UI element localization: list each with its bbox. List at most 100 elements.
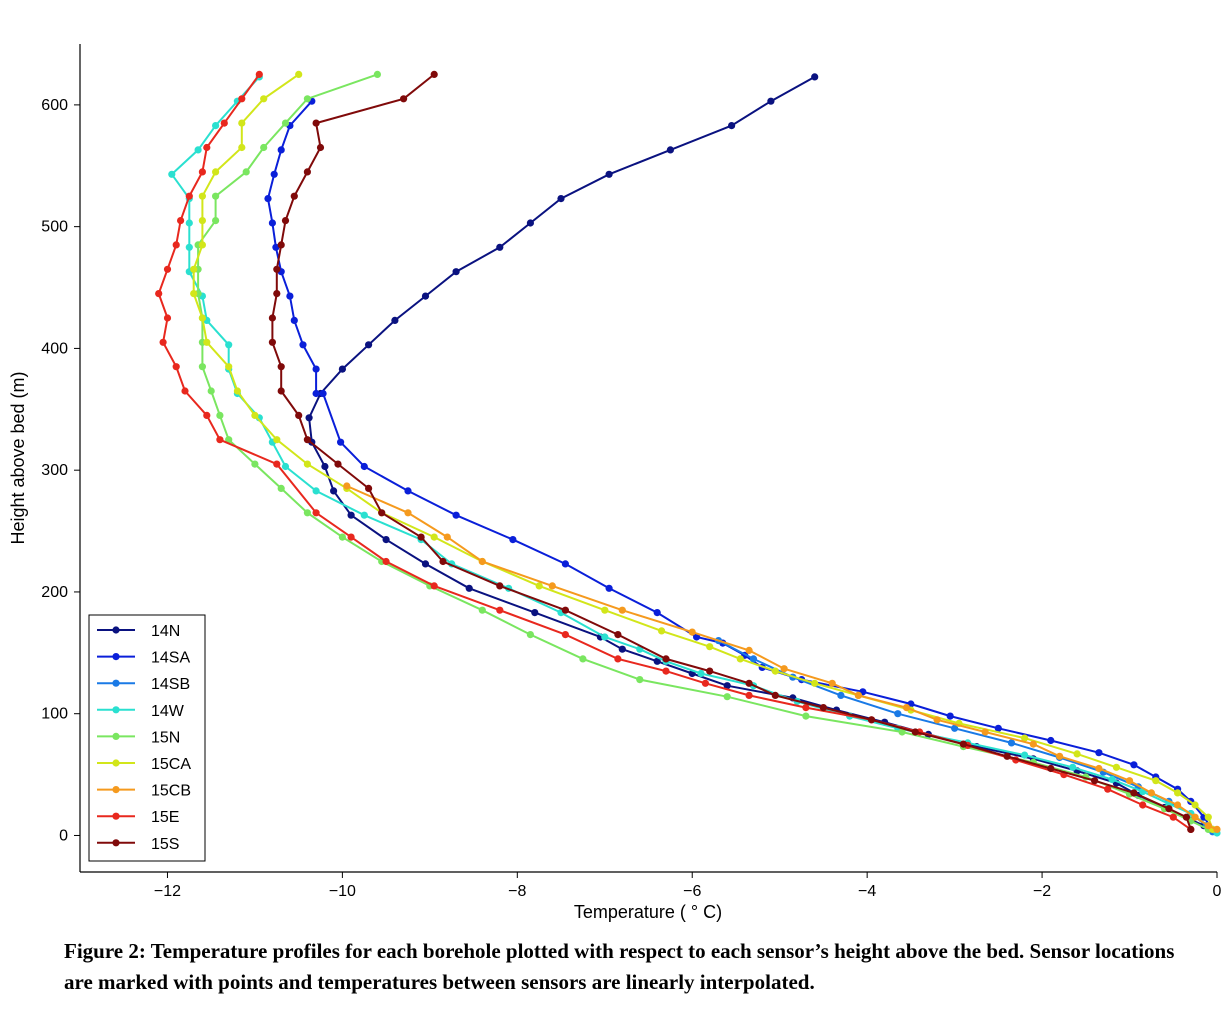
data-point [181,387,189,395]
data-point [203,411,211,419]
data-point [270,170,278,178]
data-point [303,460,311,468]
data-point [365,341,373,349]
data-point [212,192,220,200]
legend-item-14SB: 14SB [97,676,190,693]
data-point [994,724,1002,732]
y-tick-label: 500 [41,219,68,236]
data-point [163,314,172,322]
data-point [902,704,911,712]
data-point [1125,777,1134,785]
data-point [728,122,736,130]
data-point [496,243,504,251]
data-point [190,265,198,273]
data-point [268,314,276,322]
data-point [723,693,731,701]
legend-marker [112,626,120,634]
series-14SA [264,97,1217,834]
data-point [255,70,263,78]
data-point [277,241,285,249]
legend-item-14N: 14N [97,623,180,640]
data-point [1130,789,1138,797]
data-point [1147,789,1155,797]
data-point [177,217,185,225]
data-point [198,217,206,225]
data-point [273,290,281,298]
data-point [771,691,779,700]
data-point [1047,736,1055,745]
series-line-14SA [266,100,1214,830]
data-point [1112,763,1120,771]
data-point [1204,813,1212,821]
data-point [155,290,163,298]
legend-label: 14W [151,703,185,720]
data-point [1021,734,1029,742]
data-point [658,627,666,635]
legend: 14N 14SA 14SB 14W 15N 15CA 15CB 15E 15S [88,614,206,862]
data-point [496,582,504,590]
x-tick-label: −12 [154,883,181,900]
legend-marker [112,732,120,741]
data-point [1021,751,1029,759]
legend-item-15N: 15N [97,729,180,746]
data-point [561,606,570,614]
data-point [614,631,622,639]
legend-label: 15S [151,836,179,853]
data-point [1047,764,1055,773]
data-point [277,146,285,154]
data-point [736,655,744,663]
data-point [1165,805,1173,813]
data-point [601,633,609,641]
data-point [697,669,705,678]
data-point [430,70,438,78]
data-point [312,389,320,398]
data-point [802,712,810,720]
data-point [706,643,714,651]
legend-item-15E: 15E [97,809,179,826]
series-15S [268,70,1195,834]
data-point [225,341,233,349]
data-point [299,341,307,349]
data-point [343,482,351,490]
data-point [260,95,268,103]
legend-label: 14N [151,623,180,640]
data-point [614,655,622,663]
data-point [264,195,272,203]
data-point [1108,775,1116,784]
data-point [172,241,180,249]
data-point [203,338,211,346]
data-point [1069,763,1077,771]
data-point [1003,752,1011,760]
data-point [334,460,342,468]
y-tick-label: 200 [41,584,68,601]
data-point [242,168,250,176]
data-point [605,170,613,178]
data-point [225,436,233,444]
data-point [662,655,670,663]
data-point [238,143,246,152]
data-point [723,682,731,690]
data-point [382,536,390,544]
data-point [780,665,788,673]
data-point [1029,740,1037,748]
data-point [198,314,206,322]
data-point [618,645,626,653]
data-point [430,533,438,541]
data-point [273,436,281,444]
x-tick-label: 0 [1213,883,1222,900]
data-point [1152,777,1160,785]
legend-marker [112,839,120,847]
data-point [496,606,504,614]
data-point [933,716,941,724]
data-point [273,460,281,468]
data-point [295,411,303,419]
data-point [819,704,828,712]
legend-item-15CA: 15CA [97,756,191,773]
data-point [509,536,517,544]
data-point [443,533,451,541]
data-point [400,95,408,103]
data-point [347,511,355,519]
data-point [194,146,202,154]
legend-marker [112,786,120,794]
legend-label: 14SB [151,676,190,693]
